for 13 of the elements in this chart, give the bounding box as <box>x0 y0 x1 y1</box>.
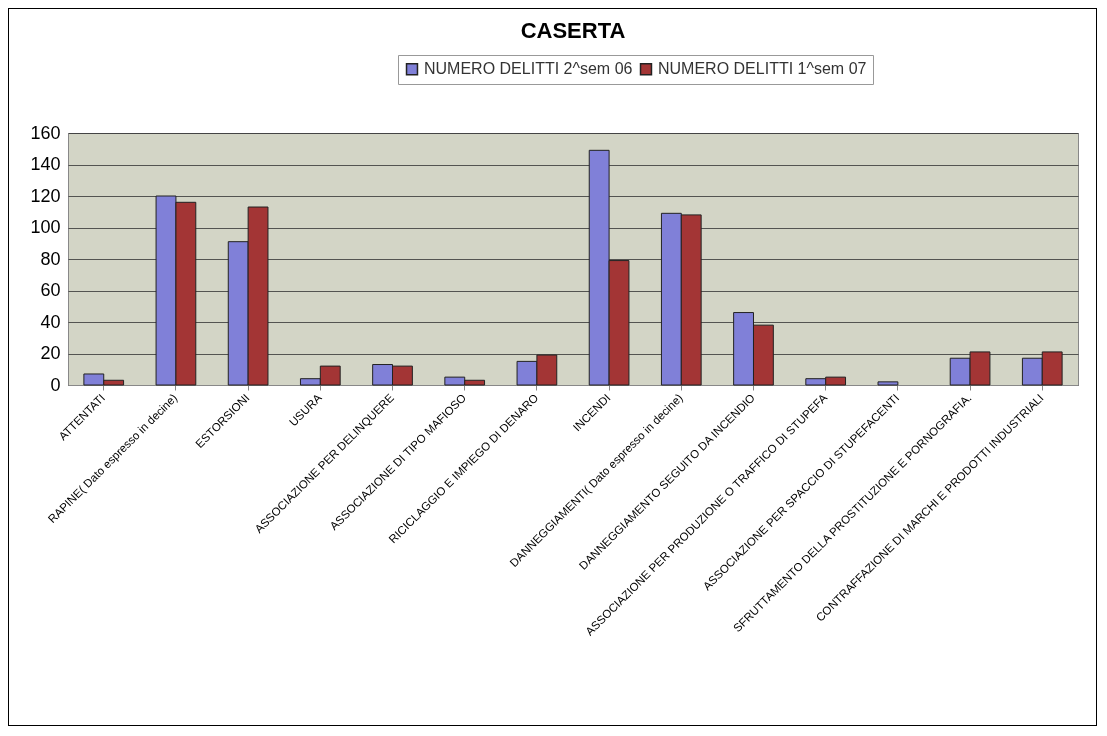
bar <box>877 381 899 386</box>
legend-label: NUMERO DELITTI 1^sem 07 <box>658 60 867 78</box>
y-tick-label: 100 <box>30 217 61 237</box>
y-tick-label: 140 <box>30 154 61 174</box>
y-tick-label: 0 <box>50 374 61 395</box>
y-tick-label: 160 <box>30 122 61 143</box>
y-tick-label: 80 <box>40 248 61 269</box>
y-tick-label: 20 <box>40 343 61 363</box>
y-tick-label: 40 <box>40 311 61 332</box>
chart-title: CASERTA <box>520 17 626 43</box>
y-tick-label: 120 <box>30 185 61 206</box>
y-tick-label: 60 <box>40 280 61 300</box>
legend-label: NUMERO DELITTI 2^sem 06 <box>424 60 633 78</box>
